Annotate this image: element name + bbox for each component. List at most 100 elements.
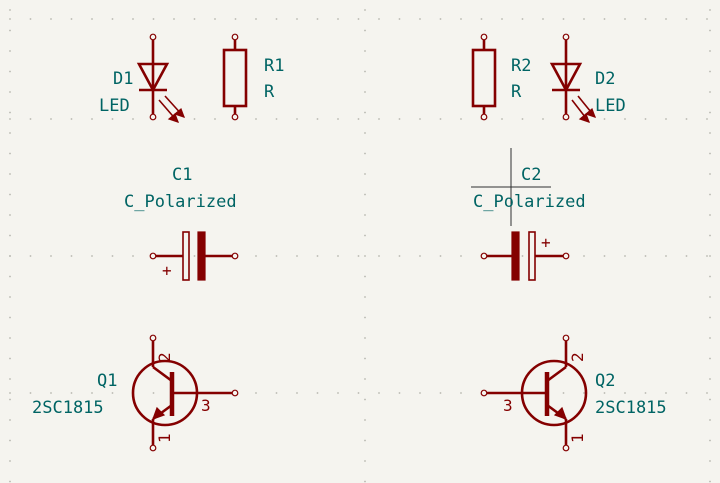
grid-dot	[29, 18, 32, 20]
grid-dot	[364, 296, 366, 298]
grid-dot	[603, 18, 606, 20]
grid-dot	[364, 460, 366, 462]
grid-dot	[644, 255, 647, 257]
grid-dot	[542, 118, 544, 120]
grid-dot	[562, 18, 565, 20]
grid-dot	[214, 118, 216, 120]
grid-dot	[364, 439, 366, 442]
d1-reference: D1	[113, 69, 133, 89]
grid-dot	[91, 18, 93, 20]
capacitor-c2[interactable]: + C2 C_Polarized	[473, 165, 586, 281]
grid-dot	[709, 275, 711, 278]
grid-dot	[460, 255, 462, 257]
grid-dot	[460, 118, 462, 120]
capacitor-c1[interactable]: + C1 C_Polarized	[124, 165, 239, 281]
transistor-q2[interactable]: 2 3 1 Q2 2SC1815	[480, 334, 667, 452]
grid-dot	[9, 214, 11, 216]
grid-dot	[296, 18, 298, 20]
grid-dot	[364, 419, 366, 421]
grid-dot	[709, 255, 711, 257]
c1-value: C_Polarized	[124, 192, 237, 212]
grid-dot	[9, 111, 11, 114]
r2-reference: R2	[511, 56, 531, 76]
led-d2[interactable]: D2 LED	[549, 33, 626, 123]
grid-dot	[709, 111, 711, 114]
grid-dot	[9, 91, 11, 93]
grid-dot	[29, 392, 32, 394]
grid-dot	[275, 18, 278, 20]
grid-dot	[255, 118, 257, 120]
led-d1[interactable]: D1 LED	[99, 33, 186, 123]
grid-dot	[9, 152, 11, 155]
grid-dot	[685, 18, 688, 20]
q2-reference: Q2	[595, 371, 615, 391]
grid-dot	[357, 255, 360, 257]
grid-dot	[364, 234, 366, 237]
grid-dot	[364, 378, 366, 380]
grid-dot	[439, 255, 442, 257]
grid-dot	[709, 9, 711, 11]
grid-dot	[706, 118, 708, 120]
grid-dot	[193, 118, 196, 120]
grid-dot	[398, 18, 401, 20]
grid-dot	[378, 18, 380, 20]
grid-dot	[685, 255, 688, 257]
grid-dot	[583, 255, 585, 257]
grid-dot	[275, 118, 278, 120]
grid-dot	[234, 18, 237, 20]
grid-dot	[603, 255, 606, 257]
resistor-r2[interactable]: R2 R	[471, 33, 531, 121]
r2-value: R	[511, 82, 522, 102]
grid-dot	[152, 392, 155, 394]
grid-dot	[364, 357, 366, 360]
grid-dot	[709, 91, 711, 93]
grid-dot	[364, 316, 366, 319]
grid-dot	[9, 439, 11, 442]
transistor-q1[interactable]: 2 3 1 Q1 2SC1815	[32, 334, 239, 452]
grid-dot	[50, 392, 52, 394]
grid-dot	[624, 118, 626, 120]
grid-dot	[501, 118, 503, 120]
grid-dot	[70, 18, 73, 20]
grid-dot	[9, 392, 11, 394]
grid-dot	[709, 70, 711, 73]
grid-dot	[29, 255, 32, 257]
grid-dot	[706, 18, 708, 20]
grid-dot	[255, 18, 257, 20]
grid-dot	[709, 419, 711, 421]
grid-dot	[709, 398, 711, 401]
grid-dot	[132, 118, 134, 120]
grid-dot	[70, 118, 73, 120]
grid-dot	[91, 118, 93, 120]
grid-dot	[296, 255, 298, 257]
grid-dot	[9, 132, 11, 134]
grid-dot	[275, 392, 278, 394]
grid-dot	[9, 480, 11, 483]
grid-dot	[665, 18, 667, 20]
grid-dot	[480, 18, 483, 20]
q1-value: 2SC1815	[32, 398, 104, 418]
grid-dot	[364, 50, 366, 52]
grid-dot	[29, 118, 32, 120]
d1-value: LED	[99, 96, 130, 116]
grid-dot	[91, 392, 93, 394]
resistor-r1[interactable]: R1 R	[222, 33, 284, 121]
grid-dot	[111, 255, 114, 257]
grid-dot	[439, 118, 442, 120]
grid-dot	[9, 296, 11, 298]
grid-dot	[173, 18, 175, 20]
grid-dot	[364, 214, 366, 216]
grid-dot	[419, 392, 421, 394]
grid-dot	[9, 357, 11, 360]
grid-dot	[624, 392, 626, 394]
d2-value: LED	[595, 96, 626, 116]
grid-dot	[9, 173, 11, 175]
grid-dot	[603, 118, 606, 120]
grid-dot	[501, 18, 503, 20]
grid-dot	[562, 392, 565, 394]
grid-dot	[275, 255, 278, 257]
grid-dot	[316, 255, 319, 257]
grid-dot	[583, 392, 585, 394]
grid-dot	[398, 118, 401, 120]
